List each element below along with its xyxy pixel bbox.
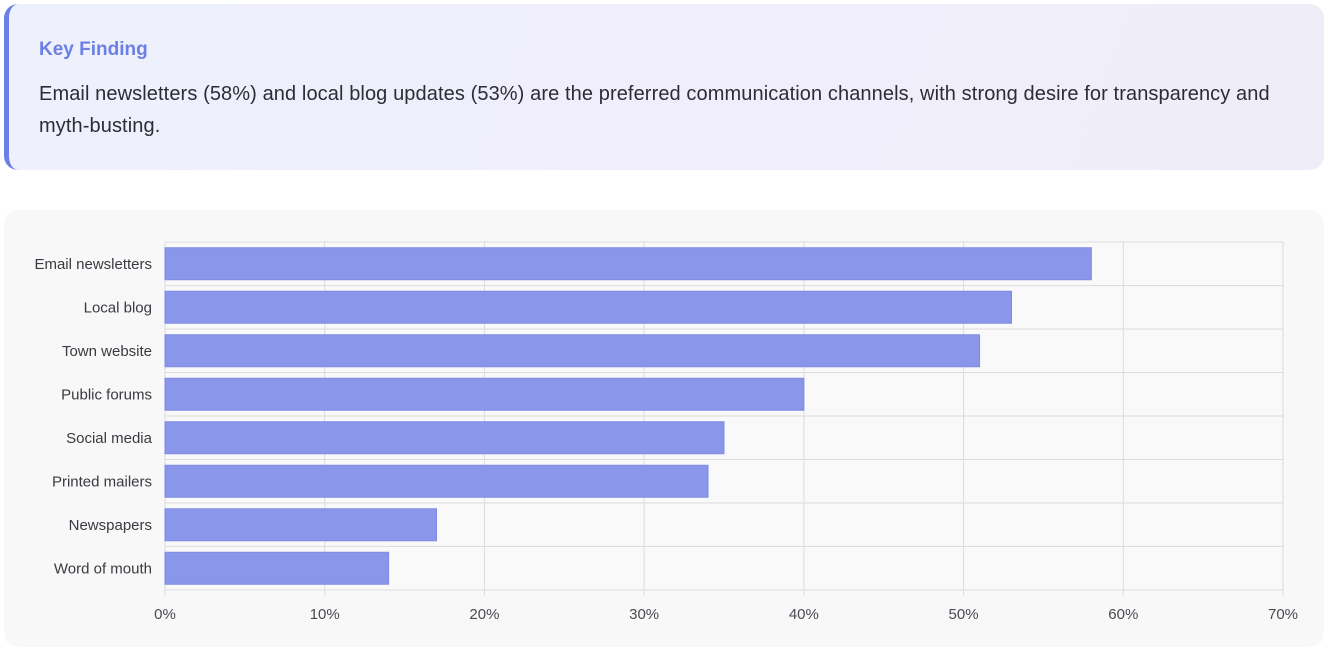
category-label: Town website (62, 343, 152, 360)
bar-town-website (164, 334, 981, 368)
category-label: Public forums (61, 386, 152, 403)
bar-email-newsletters (164, 247, 1092, 281)
x-tick-label: 50% (949, 606, 979, 623)
x-tick-label: 20% (469, 606, 499, 623)
category-label: Local blog (84, 299, 152, 316)
bar-word-of-mouth (164, 551, 390, 585)
bar-public-forums (164, 377, 805, 411)
category-label: Printed mailers (52, 473, 152, 490)
x-tick-label: 40% (789, 606, 819, 623)
x-tick-label: 30% (629, 606, 659, 623)
key-finding-callout: Key Finding Email newsletters (58%) and … (4, 4, 1324, 170)
x-tick-label: 70% (1268, 606, 1298, 623)
category-label: Newspapers (69, 517, 152, 534)
category-label: Word of mouth (54, 560, 152, 577)
x-tick-label: 10% (310, 606, 340, 623)
bar-newspapers (164, 508, 438, 542)
x-tick-label: 60% (1108, 606, 1138, 623)
chart-card: Email newsletters Local blog Town website P… (4, 210, 1324, 647)
key-finding-title: Key Finding (39, 39, 148, 60)
key-finding-text: Email newsletters (58%) and local blog u… (39, 83, 1270, 137)
bar-social-media (164, 421, 725, 455)
bar-chart: Email newsletters Local blog Town website P… (34, 241, 1298, 623)
x-tick-label: 0% (154, 606, 176, 623)
category-label: Social media (66, 430, 153, 447)
bar-printed-mailers (164, 464, 709, 498)
category-label: Email newsletters (34, 256, 152, 273)
bar-local-blog (164, 290, 1012, 324)
